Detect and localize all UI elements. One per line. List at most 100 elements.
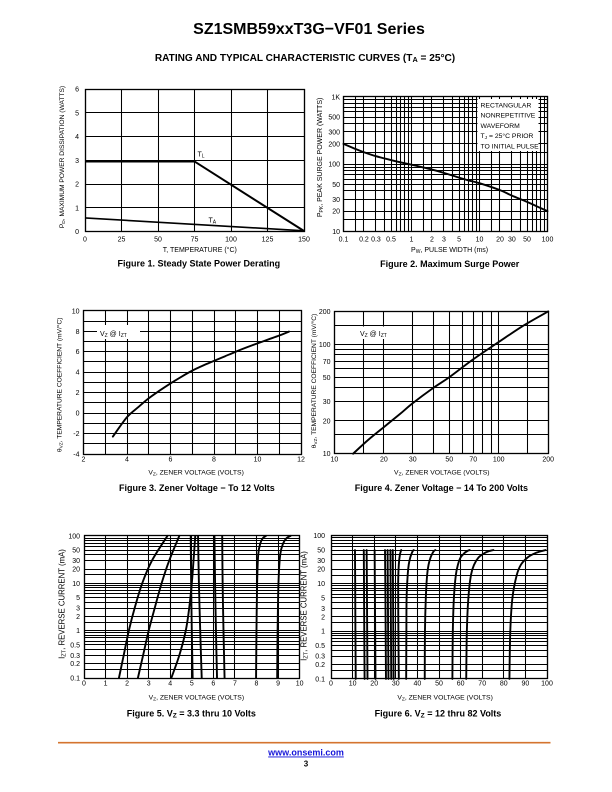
svg-text:0: 0 [82,681,86,688]
svg-text:30: 30 [72,558,80,565]
svg-text:100: 100 [225,236,237,243]
svg-text:10: 10 [323,451,331,458]
svg-text:3: 3 [304,760,309,769]
svg-text:30: 30 [508,236,516,243]
svg-text:RECTANGULAR: RECTANGULAR [481,102,532,109]
svg-text:6: 6 [75,87,79,94]
svg-text:5: 5 [457,236,461,243]
svg-text:20: 20 [317,567,325,574]
svg-text:3: 3 [147,681,151,688]
svg-text:PD, MAXIMUM POWER DISSIPATION: PD, MAXIMUM POWER DISSIPATION (WATTS) [59,86,67,228]
svg-text:T, TEMPERATURE (°C): T, TEMPERATURE (°C) [163,246,237,254]
svg-text:TO INITIAL PULSE: TO INITIAL PULSE [481,144,540,151]
svg-text:50: 50 [317,548,325,555]
svg-text:1: 1 [75,205,79,212]
svg-text:2: 2 [125,681,129,688]
svg-text:2: 2 [82,457,86,464]
svg-text:2: 2 [76,390,80,397]
svg-text:100: 100 [328,162,340,169]
svg-text:1: 1 [410,236,414,243]
svg-text:100: 100 [541,681,553,688]
svg-text:20: 20 [380,457,388,464]
svg-text:TJ = 25°C PRIOR: TJ = 25°C PRIOR [481,132,534,141]
svg-text:6: 6 [76,349,80,356]
svg-text:30: 30 [332,197,340,204]
svg-text:VZ @ IZT: VZ @ IZT [100,331,127,339]
svg-text:0.1: 0.1 [339,236,349,243]
svg-text:0.1: 0.1 [70,676,80,683]
svg-text:VZ, ZENER VOLTAGE (VOLTS): VZ, ZENER VOLTAGE (VOLTS) [149,695,245,703]
svg-text:0: 0 [83,236,87,243]
svg-text:125: 125 [262,236,274,243]
svg-text:500: 500 [328,115,340,122]
svg-text:10: 10 [296,681,304,688]
svg-text:30: 30 [409,457,417,464]
svg-text:50: 50 [323,375,331,382]
svg-text:70: 70 [478,681,486,688]
svg-text:Figure 2. Maximum Surge Power: Figure 2. Maximum Surge Power [380,259,520,269]
svg-text:0: 0 [329,681,333,688]
svg-text:20: 20 [323,418,331,425]
svg-text:VZ, ZENER VOLTAGE (VOLTS): VZ, ZENER VOLTAGE (VOLTS) [397,695,493,703]
svg-text:10: 10 [349,681,357,688]
svg-text:0.5: 0.5 [70,642,80,649]
svg-text:0.3: 0.3 [70,653,80,660]
svg-text:0.5: 0.5 [315,643,325,650]
svg-text:TL: TL [198,152,205,160]
svg-text:300: 300 [328,129,340,136]
svg-text:200: 200 [319,309,331,316]
svg-text:20: 20 [496,236,504,243]
svg-text:2: 2 [75,182,79,189]
svg-text:10: 10 [331,457,339,464]
svg-text:4: 4 [76,370,80,377]
svg-text:20: 20 [72,567,80,574]
svg-text:20: 20 [332,209,340,216]
svg-text:100: 100 [542,236,554,243]
svg-text:3: 3 [321,606,325,613]
svg-text:2: 2 [76,614,80,621]
svg-text:NONREPETITIVE: NONREPETITIVE [481,113,536,120]
svg-text:30: 30 [317,558,325,565]
svg-text:SZ1SMB59xxT3G−VF01 Series: SZ1SMB59xxT3G−VF01 Series [193,21,425,38]
svg-text:0.2: 0.2 [70,661,80,668]
svg-text:8: 8 [255,681,259,688]
svg-text:50: 50 [435,681,443,688]
svg-text:0.3: 0.3 [371,236,381,243]
svg-text:10: 10 [72,308,80,315]
svg-text:1: 1 [321,629,325,636]
svg-text:0.2: 0.2 [359,236,369,243]
svg-text:1: 1 [76,628,80,635]
svg-text:75: 75 [191,236,199,243]
svg-text:9: 9 [276,681,280,688]
svg-text:10: 10 [332,229,340,236]
svg-text:100: 100 [313,533,325,540]
svg-text:4: 4 [125,457,129,464]
svg-text:VZ @ IZT: VZ @ IZT [360,331,387,339]
svg-text:5: 5 [321,595,325,602]
svg-text:4: 4 [75,134,79,141]
svg-text:Figure 5. VZ = 3.3 thru 10 Vol: Figure 5. VZ = 3.3 thru 10 Volts [127,708,256,719]
svg-text:50: 50 [332,182,340,189]
svg-text:2: 2 [321,614,325,621]
svg-text:PW, PULSE WIDTH (ms): PW, PULSE WIDTH (ms) [411,247,488,255]
svg-text:Figure 4. Zener Voltage − 14 T: Figure 4. Zener Voltage − 14 To 200 Volt… [355,483,528,493]
svg-text:60: 60 [457,681,465,688]
svg-text:3: 3 [75,158,79,165]
svg-text:θVZ, TEMPERATURE COEFFICIENT (: θVZ, TEMPERATURE COEFFICIENT (mV/°C) [56,317,65,452]
svg-text:40: 40 [414,681,422,688]
svg-text:70: 70 [469,457,477,464]
svg-text:2: 2 [430,236,434,243]
svg-text:0.2: 0.2 [315,662,325,669]
svg-text:100: 100 [319,342,331,349]
svg-text:Figure 6. VZ = 12 thru 82 Volt: Figure 6. VZ = 12 thru 82 Volts [375,708,502,719]
svg-text:www.onsemi.com: www.onsemi.com [267,748,344,758]
svg-text:90: 90 [522,681,530,688]
svg-text:30: 30 [392,681,400,688]
svg-text:1K: 1K [331,94,340,101]
svg-text:0.5: 0.5 [386,236,396,243]
svg-text:RATING AND TYPICAL CHARACTERIS: RATING AND TYPICAL CHARACTERISTIC CURVES… [155,53,455,64]
svg-text:50: 50 [523,236,531,243]
svg-text:20: 20 [370,681,378,688]
svg-text:PPK, PEAK SURGE POWER (WATTS): PPK, PEAK SURGE POWER (WATTS) [317,98,325,217]
svg-text:Figure 1. Steady State Power D: Figure 1. Steady State Power Derating [118,259,281,269]
